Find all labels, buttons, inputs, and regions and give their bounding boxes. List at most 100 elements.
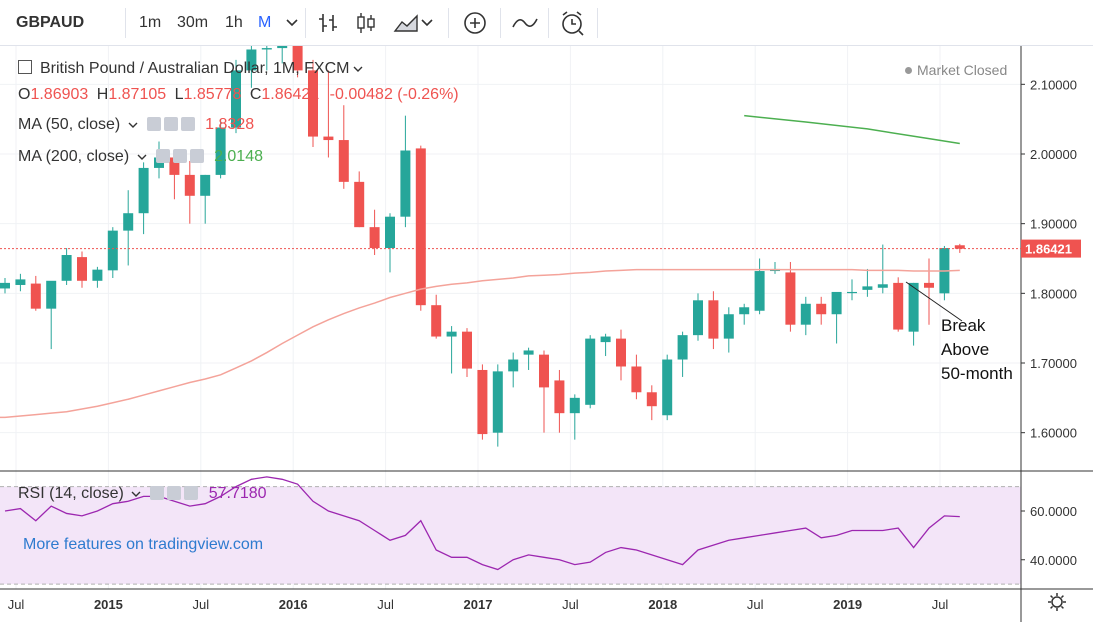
candle-body xyxy=(569,397,580,414)
visibility-icon[interactable] xyxy=(146,117,161,131)
toolbar-divider xyxy=(448,8,449,38)
last-price-label: 1.86421 xyxy=(1025,242,1072,257)
rsi-label: RSI (14, close) xyxy=(18,485,124,502)
candle-body xyxy=(754,271,765,311)
candle-body xyxy=(539,354,549,388)
candle-body xyxy=(400,150,411,217)
interval-1h-button[interactable]: 1h xyxy=(225,14,243,31)
candle-body xyxy=(908,282,919,332)
add-indicator-icon[interactable] xyxy=(462,0,488,46)
bar-style-icon[interactable] xyxy=(316,0,340,46)
ma200-label: MA (200, close) xyxy=(18,148,130,165)
time-tick-label: 2015 xyxy=(94,597,123,612)
visibility-icon[interactable] xyxy=(150,486,165,500)
candle-style-icon[interactable] xyxy=(354,0,378,46)
candle-body xyxy=(554,380,565,414)
chevron-down-icon[interactable] xyxy=(137,153,147,161)
candle-body xyxy=(477,369,488,435)
candle-body xyxy=(924,282,934,288)
interval-1m-button[interactable]: 1m xyxy=(139,14,162,31)
candles xyxy=(0,46,965,447)
candle-body xyxy=(893,282,904,330)
rsi-tick-label: 60.0000 xyxy=(1030,504,1077,519)
interval-30m-button[interactable]: 30m xyxy=(177,14,209,31)
candle-body xyxy=(877,284,888,288)
time-tick-label: 2018 xyxy=(648,597,677,612)
settings-icon[interactable] xyxy=(163,117,178,131)
candle-body xyxy=(646,392,657,407)
candle-body xyxy=(138,167,149,214)
more-features-link[interactable]: More features on tradingview.com xyxy=(23,536,264,553)
chevron-down-icon[interactable] xyxy=(352,65,364,73)
candle-body xyxy=(215,127,226,175)
rsi-tick-label: 40.0000 xyxy=(1030,553,1077,568)
close-value: 1.86421 xyxy=(261,86,320,103)
chevron-down-icon[interactable] xyxy=(128,121,138,129)
close-icon[interactable] xyxy=(184,486,199,500)
candle-body xyxy=(169,157,180,175)
ma200-legend[interactable]: MA (200, close) 2.0148 xyxy=(18,148,263,166)
time-tick-label: Jul xyxy=(192,597,209,612)
time-tick-label: Jul xyxy=(932,597,949,612)
candle-body xyxy=(0,282,10,289)
collapse-icon[interactable] xyxy=(18,60,32,74)
toolbar-divider xyxy=(597,8,598,38)
chevron-down-icon[interactable] xyxy=(420,0,434,46)
ma200-line xyxy=(744,114,960,145)
rsi-axis: 60.0000 40.0000 xyxy=(1021,504,1077,568)
candle-body xyxy=(708,300,719,339)
visibility-icon[interactable] xyxy=(155,149,170,163)
price-tick-label: 1.80000 xyxy=(1030,286,1077,301)
candle-body xyxy=(385,216,395,249)
symbol-title: British Pound / Australian Dollar, 1M, F… xyxy=(40,60,350,77)
close-icon[interactable] xyxy=(180,117,195,131)
alert-clock-icon[interactable] xyxy=(559,0,587,46)
chevron-down-icon[interactable] xyxy=(131,490,141,498)
chevron-down-icon[interactable] xyxy=(285,0,299,46)
open-value: 1.86903 xyxy=(30,86,89,103)
candle-body xyxy=(415,148,426,306)
candle-body xyxy=(446,331,457,337)
price-axis: 2.10000 2.00000 1.90000 1.80000 1.70000 1.600… xyxy=(1021,77,1077,441)
time-tick-label: 2019 xyxy=(833,597,862,612)
candle-body xyxy=(739,307,750,315)
candle-body xyxy=(831,291,842,315)
settings-icon[interactable] xyxy=(167,486,182,500)
candle-body xyxy=(46,280,57,309)
annotation-text: Break Above 50-month xyxy=(941,314,1013,386)
annotation-line: 50-month xyxy=(941,364,1013,383)
candle-body xyxy=(693,300,703,336)
candle-body xyxy=(800,303,811,325)
ma50-line xyxy=(0,268,960,419)
candle-body xyxy=(30,283,41,309)
ohlc-row: O1.86903 H1.87105 L1.85778 C1.86421 -0.0… xyxy=(18,86,459,103)
toolbar-divider xyxy=(305,8,306,38)
rsi-band xyxy=(0,486,1021,585)
rsi-value: 57.7180 xyxy=(208,485,267,502)
rsi-legend[interactable]: RSI (14, close) 57.7180 xyxy=(18,485,267,503)
candle-body xyxy=(847,291,857,294)
area-style-icon[interactable] xyxy=(393,0,421,46)
candle-body xyxy=(261,48,272,50)
ma50-legend[interactable]: MA (50, close) 1.8328 xyxy=(18,116,254,134)
change-value: -0.00482 (-0.26%) xyxy=(329,86,459,103)
settings-icon[interactable] xyxy=(172,149,187,163)
candle-body xyxy=(184,174,195,196)
symbol-button[interactable]: GBPAUD xyxy=(16,14,85,31)
candle-body xyxy=(15,279,26,285)
price-tick-label: 1.90000 xyxy=(1030,217,1077,232)
compare-icon[interactable] xyxy=(511,0,539,46)
ma50-label: MA (50, close) xyxy=(18,116,121,133)
candle-body xyxy=(600,336,611,343)
candle-body xyxy=(369,227,380,249)
candle-body xyxy=(508,359,519,372)
candle-body xyxy=(77,257,87,281)
candle-body xyxy=(431,305,442,337)
ma200-value: 2.0148 xyxy=(214,148,263,165)
close-icon[interactable] xyxy=(189,149,204,163)
settings-gear-icon[interactable] xyxy=(1048,593,1066,611)
interval-m-button[interactable]: M xyxy=(258,14,272,31)
annotation-line: Above xyxy=(941,340,990,359)
candle-body xyxy=(462,331,472,369)
candle-body xyxy=(277,46,288,49)
